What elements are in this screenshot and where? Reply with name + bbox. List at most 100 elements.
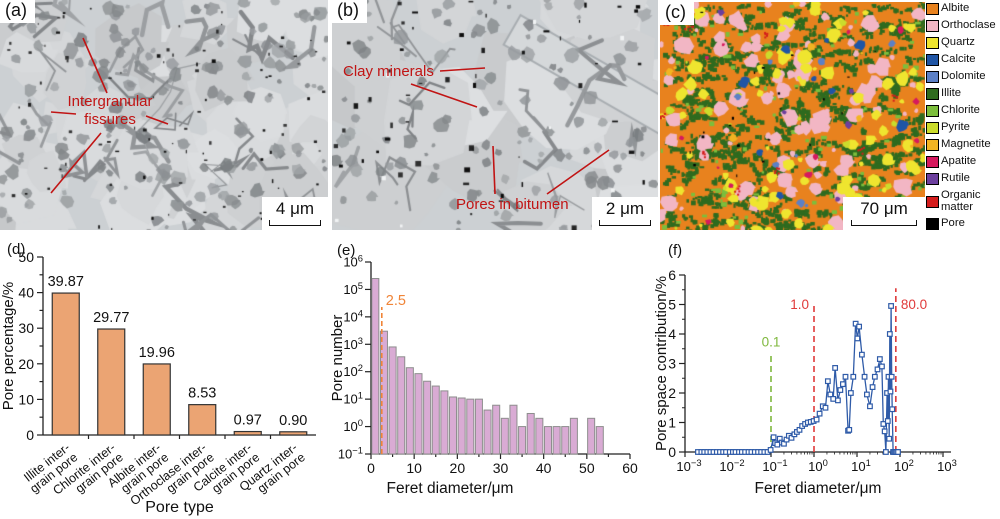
legend-item: Pyrite (926, 122, 1000, 134)
bar-value-label: 8.53 (188, 386, 216, 402)
annotation-clay-minerals: Clay minerals (343, 63, 434, 80)
svg-text:20: 20 (18, 356, 34, 372)
svg-text:5: 5 (668, 297, 676, 313)
pore-type-bar-chart: 0 10 20 30 40 50 39.87 Illite inter-grain pore 2… (0, 235, 325, 519)
panel-a: (a) Intergranular fissures 4 μm (0, 0, 328, 230)
histogram-bar (449, 396, 458, 455)
data-marker (830, 396, 837, 402)
histogram-bar (466, 398, 475, 455)
legend-label: Chlorite (941, 104, 980, 117)
histogram-bar (543, 426, 552, 455)
panel-e-label: (e) (337, 242, 356, 259)
log-tick-label: 106 (343, 253, 363, 270)
data-marker (850, 373, 857, 380)
data-marker (824, 378, 831, 385)
svg-text:50: 50 (579, 460, 595, 476)
legend-item: Organic matter (926, 189, 1000, 213)
data-marker (861, 373, 868, 380)
sem-image-a (0, 0, 328, 230)
histogram-bar (440, 390, 449, 455)
histogram-bar (561, 426, 570, 455)
data-marker (889, 406, 896, 413)
log-tick-label: 100 (343, 417, 363, 434)
histogram-bar (552, 426, 561, 455)
histogram-bar (500, 417, 509, 455)
legend-label: Pore (941, 217, 965, 230)
log-tick-label: 103 (937, 457, 957, 474)
legend-swatch (926, 105, 939, 117)
svg-text:30: 30 (493, 460, 509, 476)
svg-text:40: 40 (536, 460, 552, 476)
legend-label: Illite (941, 87, 962, 100)
data-marker (864, 391, 870, 398)
legend-label: Calcite (941, 53, 976, 66)
annotation-pores-in-bitumen: Pores in bitumen (456, 196, 569, 213)
histogram-bar (379, 330, 388, 455)
histogram-bar (371, 278, 380, 455)
histogram-bar (526, 412, 535, 455)
bar (142, 363, 171, 436)
bar-value-label: 0.90 (279, 413, 307, 429)
data-marker (835, 397, 841, 404)
legend-label: Dolomite (941, 70, 986, 83)
data-marker (876, 356, 883, 362)
data-marker (837, 387, 844, 393)
legend-item: Orthoclase (926, 20, 1000, 32)
legend-swatch (926, 218, 939, 231)
data-marker (774, 441, 781, 448)
histogram-bar (431, 385, 440, 455)
svg-text:50: 50 (18, 249, 34, 265)
histogram-bar (405, 367, 414, 455)
legend-item: Rutile (926, 173, 1000, 185)
data-marker (858, 351, 865, 358)
data-marker (874, 366, 881, 373)
histogram-bar (457, 397, 466, 455)
legend-label: Orthoclase (941, 19, 996, 32)
panel-b: (b) Clay minerals Pores in bitumen 2 μm (332, 0, 658, 230)
data-marker (879, 363, 885, 370)
histogram-svg: 10−1 100 101 102 103 104 105 106 0 10 20 30 40 50 60 2.… (329, 253, 638, 498)
bar-value-label: 29.77 (93, 310, 129, 326)
histogram-bar (423, 380, 432, 455)
data-marker (886, 331, 893, 337)
svg-text:20: 20 (450, 460, 466, 476)
legend-item: Chlorite (926, 105, 1000, 117)
panel-c-label: (c) (660, 2, 694, 25)
data-marker (886, 435, 893, 442)
scale-bar-a-bracket (269, 220, 321, 226)
histogram-bar (474, 398, 483, 455)
data-marker (895, 449, 901, 455)
pore-space-contribution-plot: 0 1 2 3 4 5 6 10−3 10−2 10−1 100 101 102 103 0.1 1.0 80.… (653, 235, 1000, 519)
data-marker (832, 365, 839, 371)
histogram-bar (509, 404, 518, 455)
log-tick-label: 10−1 (338, 445, 363, 462)
log-tick-label: 10−3 (676, 457, 701, 474)
log-tick-label: 102 (894, 457, 914, 474)
line-plot-svg: 0 1 2 3 4 5 6 10−3 10−2 10−1 100 101 102 103 0.1 1.0 80.… (653, 267, 957, 497)
legend-swatch (926, 173, 939, 185)
legend-label: Organic matter (941, 189, 981, 213)
legend-swatch (926, 88, 939, 100)
annotation-intergranular-fissures: Intergranular fissures (67, 93, 153, 128)
data-marker (846, 426, 853, 433)
log-tick-label: 101 (851, 457, 871, 474)
legend-label: Quartz (941, 36, 975, 49)
y-axis-title: Pore number (330, 315, 346, 402)
scale-bar-c-text: 70 μm (860, 199, 908, 218)
scale-bar-c-bracket (851, 220, 917, 226)
legend-item: Illite (926, 88, 1000, 100)
svg-text:40: 40 (18, 285, 34, 301)
histogram-bar (587, 417, 596, 455)
data-marker (880, 421, 887, 427)
legend-item: Calcite (926, 54, 1000, 66)
y-axis-title: Pore space contribution/% (655, 276, 670, 451)
svg-text:10: 10 (18, 391, 34, 407)
histogram-bar (397, 356, 406, 455)
data-marker (847, 390, 854, 396)
svg-text:6: 6 (668, 267, 676, 283)
svg-text:2: 2 (668, 385, 676, 401)
histogram-bar (483, 409, 492, 455)
svg-text:0: 0 (668, 444, 676, 460)
data-marker (881, 428, 888, 435)
svg-text:60: 60 (622, 460, 638, 476)
